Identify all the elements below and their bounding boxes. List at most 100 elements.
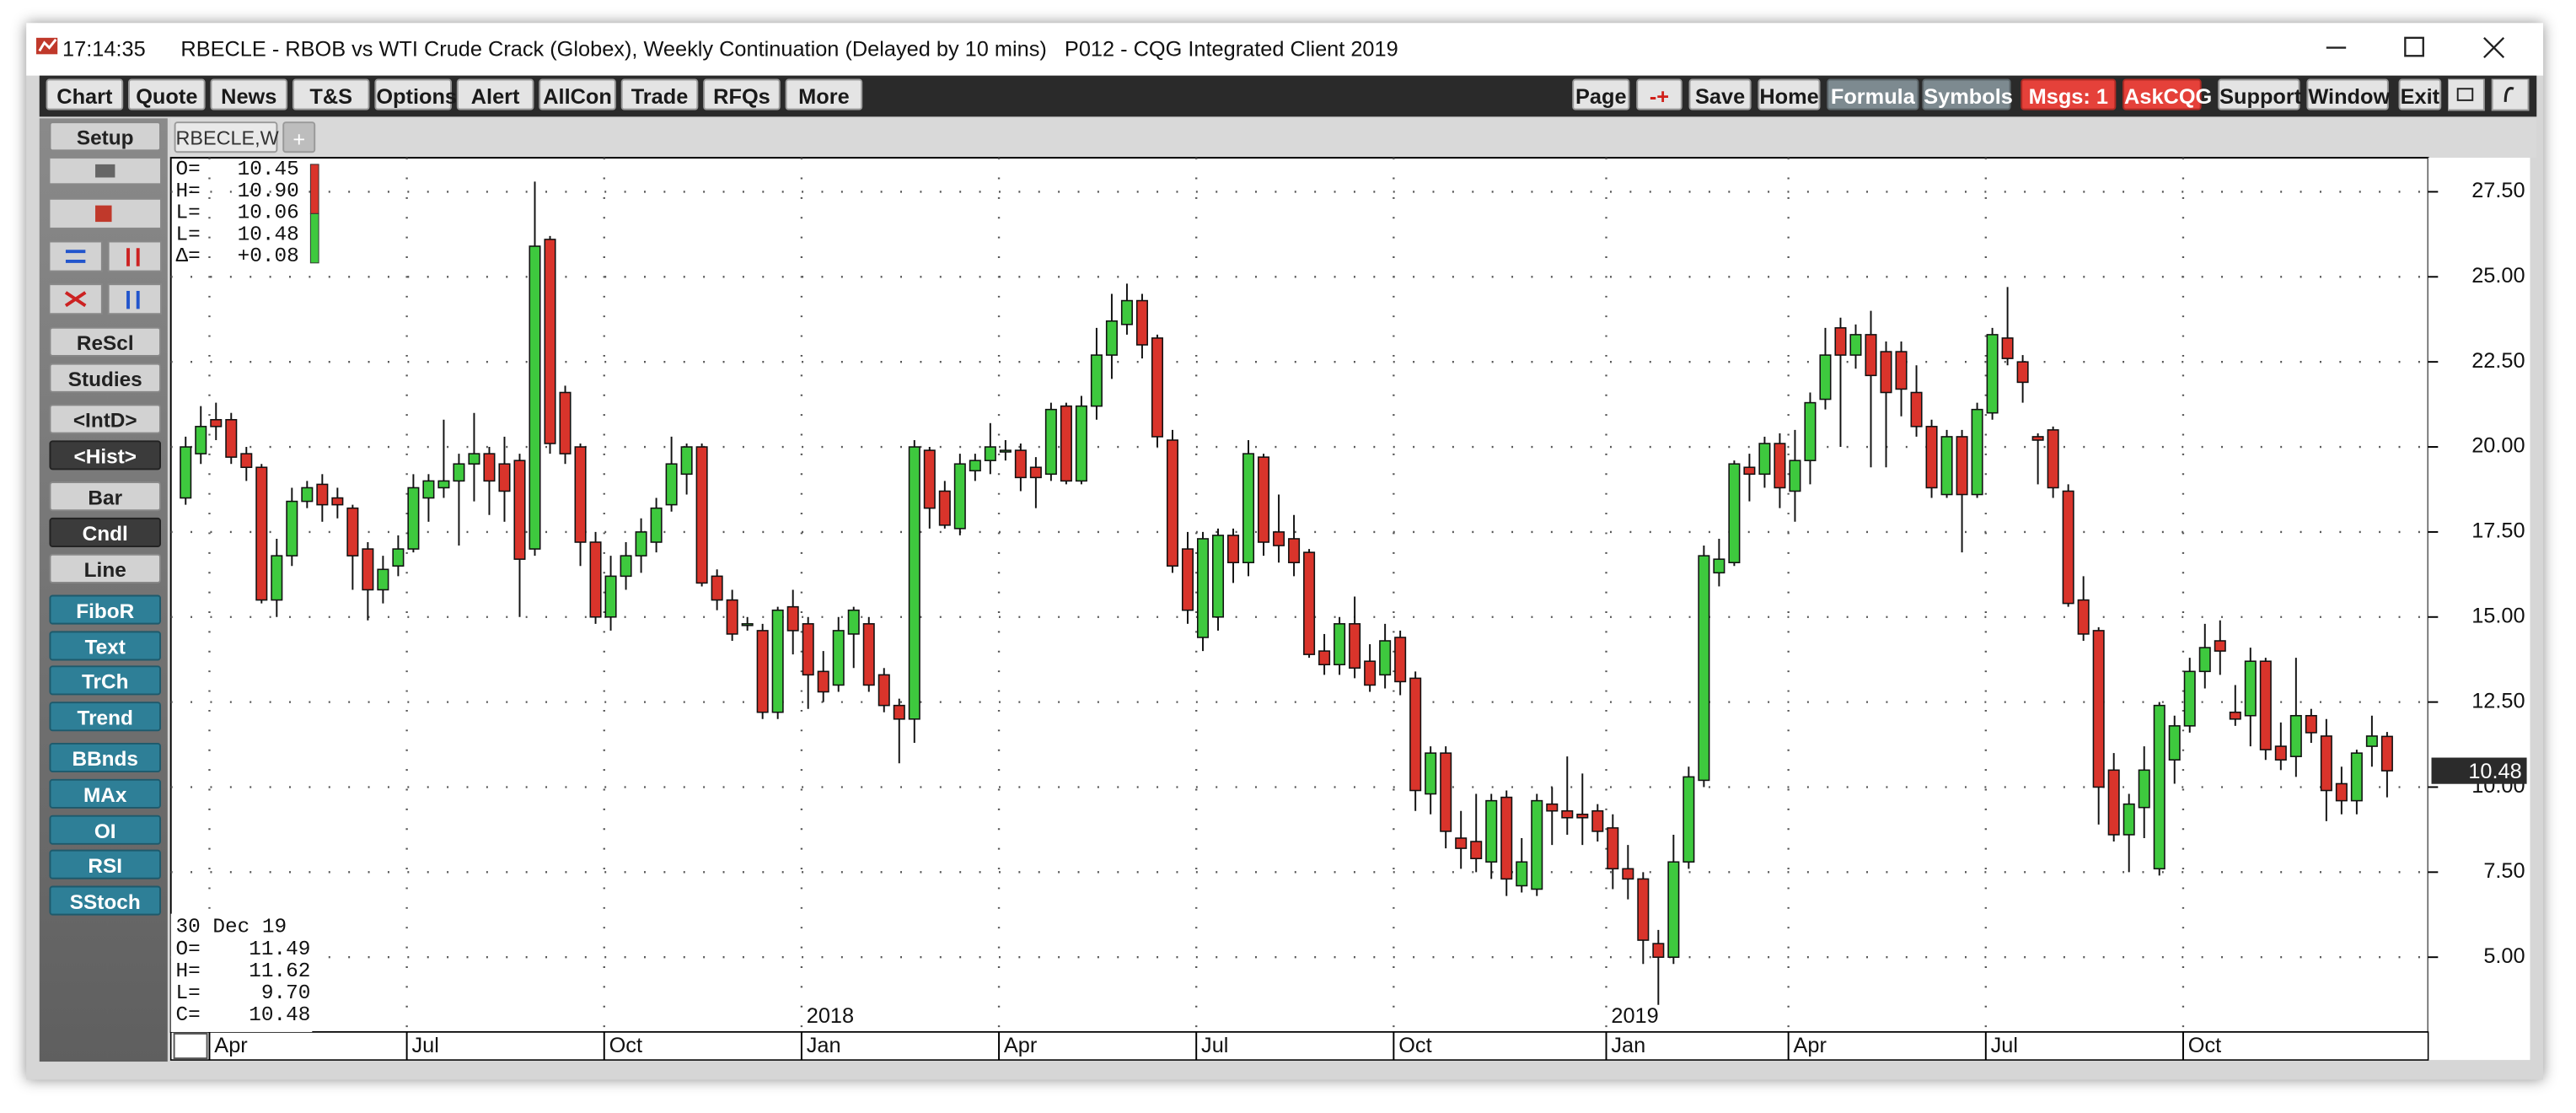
candle-body [680, 446, 693, 476]
sidebar-button[interactable]: Bar [49, 481, 162, 512]
toolbar-button[interactable]: Trade [620, 78, 699, 110]
candle-body [1090, 354, 1103, 407]
toolbar-button[interactable]: Save [1688, 78, 1752, 110]
candle-body [817, 670, 829, 693]
candle-body [1029, 466, 1042, 479]
sidebar-icons[interactable] [49, 158, 164, 322]
candle-body [301, 487, 314, 503]
candle-body [1622, 868, 1634, 880]
toolbar-button[interactable]: Window [2306, 78, 2390, 110]
candle-body [1211, 535, 1225, 618]
x-tick-label: Jul [411, 1034, 438, 1057]
add-tab[interactable]: + [282, 121, 316, 153]
sidebar-button[interactable]: <Hist> [49, 440, 162, 470]
candle-body [2289, 714, 2302, 757]
candle-body [1743, 466, 1756, 476]
candle-body [286, 500, 298, 556]
sidebar-button[interactable]: RSI [49, 849, 162, 879]
toolbar-button[interactable]: Page [1572, 78, 1630, 110]
candle-body [938, 490, 951, 526]
sidebar-button[interactable]: Studies [49, 363, 162, 393]
sidebar-button[interactable]: MAx [49, 778, 162, 809]
toolbar-button[interactable]: RFQs [703, 78, 781, 110]
toolbar-button[interactable]: More [785, 78, 863, 110]
candle-body [1774, 443, 1786, 489]
title-bar [26, 23, 2544, 76]
candle-body [377, 568, 389, 591]
candle-body [1546, 803, 1559, 812]
candle-body [2016, 361, 2029, 384]
readout-value: 10.06 [238, 202, 299, 225]
candle-body [2062, 490, 2074, 605]
readout-box [170, 913, 313, 1032]
x-tick-label: Jul [1991, 1034, 2018, 1057]
candle-body [468, 453, 480, 465]
candle-body [407, 487, 420, 550]
sidebar-button[interactable]: OI [49, 815, 162, 845]
candle-body [665, 463, 678, 506]
candle-body [392, 548, 405, 567]
candle-body [2168, 725, 2181, 761]
toolbar-button[interactable]: Home [1758, 78, 1821, 110]
candle-body [999, 449, 1012, 453]
candle-body [1075, 405, 1087, 482]
candle-body [969, 460, 981, 472]
readout-value: 11.49 [249, 938, 310, 961]
plot-area [169, 157, 2429, 1033]
sidebar-button[interactable]: Cndl [49, 517, 162, 548]
candle-body [483, 453, 496, 482]
toolbar-button[interactable]: Support [2218, 78, 2301, 110]
toolbar-button[interactable]: News [210, 78, 288, 110]
sidebar-button[interactable]: Setup [49, 121, 162, 152]
toolbar-button[interactable]: Options [374, 78, 457, 110]
x-tick-label: Jan [807, 1034, 841, 1057]
candle-body [1014, 449, 1027, 479]
sidebar-button[interactable]: Line [49, 553, 162, 583]
candle-body [1409, 677, 1422, 792]
sidebar-button[interactable]: <IntD> [49, 404, 162, 434]
sidebar-button[interactable]: SStoch [49, 885, 162, 916]
candle-body [240, 453, 253, 469]
readout-value: 10.45 [238, 159, 299, 181]
y-tick-label: 7.50 [2483, 859, 2525, 883]
window-controls[interactable] [2316, 30, 2522, 66]
candle-body [1135, 299, 1148, 346]
candle-body [2259, 660, 2272, 750]
toolbar-button[interactable]: AskCQG [2123, 78, 2212, 110]
toolbar-button[interactable]: Symbols [1922, 78, 2013, 110]
candle-body [513, 460, 526, 560]
toolbar-button[interactable]: Formula [1827, 78, 1919, 110]
toolbar-button[interactable]: Alert [456, 78, 534, 110]
candle-body [2001, 337, 2014, 359]
toolbar-button[interactable]: -+ [1636, 78, 1682, 110]
candle-body [984, 446, 996, 461]
toolbar-button[interactable]: T&S [292, 78, 370, 110]
candle-body [620, 555, 632, 578]
candle-body [2365, 735, 2378, 747]
toolbar-button[interactable]: Quote [128, 78, 206, 110]
toolbar-button[interactable]: Exit [2398, 78, 2442, 110]
candle-body [437, 480, 450, 489]
candle-body [711, 575, 723, 601]
candle-body [1561, 809, 1574, 819]
sidebar-button[interactable]: TrCh [49, 665, 162, 696]
candle-body [1940, 436, 1953, 496]
sidebar-button[interactable]: BBnds [49, 742, 162, 773]
readout-label: L= [176, 982, 201, 1005]
candle-body [2031, 436, 2044, 441]
toolbar-button[interactable]: Msgs: 1 [2021, 78, 2117, 110]
candle-body [1986, 334, 1999, 414]
candle-body [1470, 841, 1483, 859]
toolbar-button[interactable]: Chart [46, 78, 124, 110]
sidebar-button[interactable]: ReScl [49, 326, 162, 357]
sidebar-button[interactable]: Text [49, 631, 162, 661]
toolbar-icons[interactable] [2448, 78, 2533, 112]
chart-tab[interactable]: RBECLE,W [174, 121, 279, 153]
sidebar-button[interactable]: Trend [49, 702, 162, 732]
candle-body [1151, 337, 1163, 438]
toolbar-button[interactable]: AllCon [539, 78, 616, 110]
x-tick-label: Apr [214, 1034, 248, 1057]
candle-body [1288, 538, 1301, 563]
sidebar-button[interactable]: FiboR [49, 594, 162, 625]
